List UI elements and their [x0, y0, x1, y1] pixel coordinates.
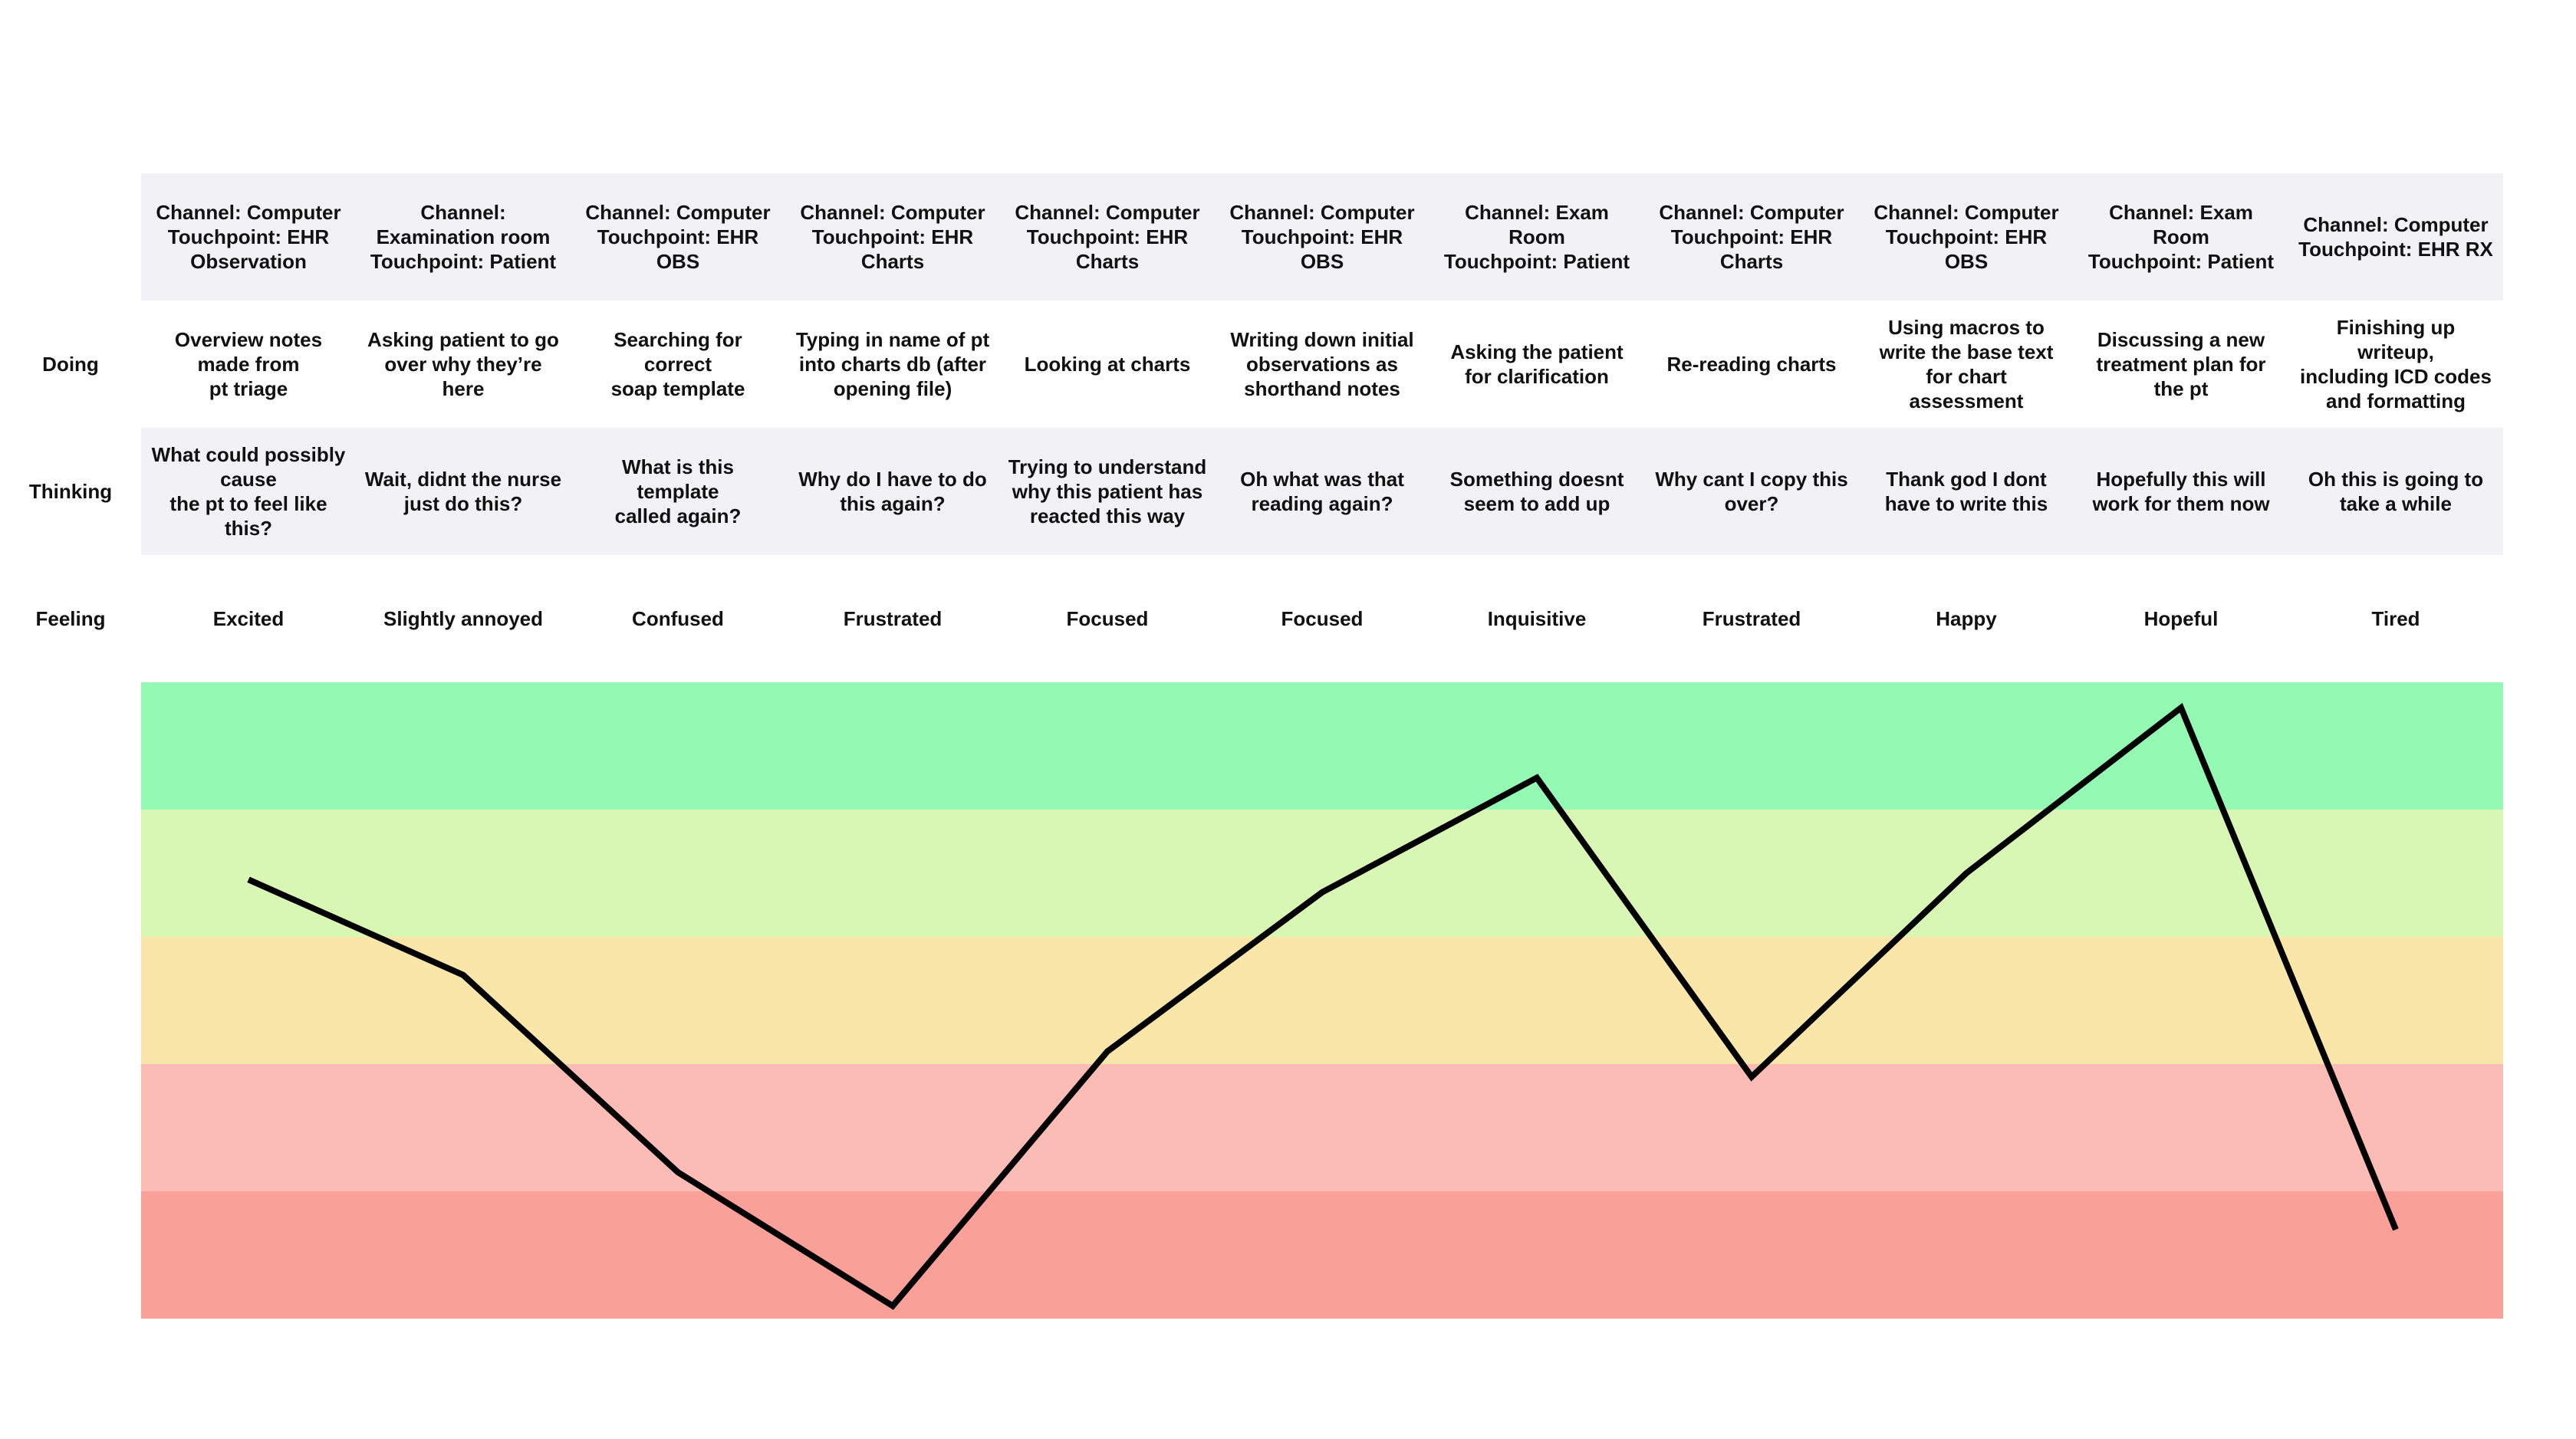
doing-cell: Finishing up writeup, including ICD code…: [2300, 316, 2492, 412]
doing-cell: Asking the patient for clarification: [1450, 340, 1624, 388]
thinking-cell: Hopefully this will work for them now: [2092, 468, 2270, 515]
thinking-cell: Oh what was that reading again?: [1240, 468, 1404, 515]
doing-cell: Searching for correct soap template: [610, 328, 745, 400]
channel-cell: Channel: Computer Touchpoint: EHR Charts: [1015, 201, 1200, 273]
feeling-row: Excited Slightly annoyed Confused Frustr…: [141, 555, 2503, 682]
channel-cell: Channel: Computer Touchpoint: EHR Charts: [800, 201, 985, 273]
feeling-cell: Focused: [1281, 607, 1364, 630]
journey-grid: Channel: Computer Touchpoint: EHR Observ…: [141, 173, 2503, 682]
doing-cell: Re-reading charts: [1666, 353, 1837, 376]
thinking-cell: Why do I have to do this again?: [798, 468, 987, 515]
feeling-cell: Tired: [2371, 607, 2420, 630]
doing-cell: Discussing a new treatment plan for the …: [2096, 328, 2266, 400]
channel-cell: Channel: Computer Touchpoint: EHR OBS: [1229, 201, 1415, 273]
feeling-cell: Frustrated: [1702, 607, 1801, 630]
feeling-cell: Confused: [632, 607, 724, 630]
emotion-band: [141, 1191, 2503, 1319]
row-label-doing: Doing: [42, 352, 99, 376]
doing-cell: Overview notes made from pt triage: [174, 328, 323, 400]
channel-cell: Channel: Examination room Touchpoint: Pa…: [370, 201, 557, 273]
emotion-curve-svg: [141, 682, 2503, 1319]
feeling-cell: Focused: [1066, 607, 1149, 630]
row-label-thinking: Thinking: [28, 479, 113, 503]
feeling-cell: Frustrated: [843, 607, 943, 630]
row-label-feeling: Feeling: [35, 606, 106, 630]
feeling-cell: Slightly annoyed: [383, 607, 544, 630]
thinking-row: What could possibly cause the pt to feel…: [141, 428, 2503, 555]
thinking-cell: Oh this is going to take a while: [2308, 468, 2484, 515]
doing-cell: Looking at charts: [1024, 353, 1191, 376]
feeling-cell: Happy: [1936, 607, 1997, 630]
thinking-cell: Something doesnt seem to add up: [1449, 468, 1624, 515]
emotion-band: [141, 810, 2503, 937]
thinking-cell: What could possibly cause the pt to feel…: [151, 443, 346, 540]
channel-cell: Channel: Exam Room Touchpoint: Patient: [2087, 201, 2275, 273]
thinking-cell: Why cant I copy this over?: [1655, 468, 1848, 515]
thinking-cell: Wait, didnt the nurse just do this?: [364, 468, 562, 515]
channel-cell: Channel: Computer Touchpoint: EHR Charts: [1659, 201, 1844, 273]
thinking-cell: What is this template called again?: [614, 455, 742, 527]
channel-cell: Channel: Exam Room Touchpoint: Patient: [1443, 201, 1630, 273]
doing-cell: Using macros to write the base text for …: [1879, 316, 2054, 412]
channel-cell: Channel: Computer Touchpoint: EHR Observ…: [156, 201, 341, 273]
doing-cell: Typing in name of pt into charts db (aft…: [795, 328, 990, 400]
emotion-band: [141, 682, 2503, 810]
channel-cell: Channel: Computer Touchpoint: EHR RX: [2298, 213, 2493, 261]
doing-cell: Writing down initial observations as sho…: [1230, 328, 1414, 400]
thinking-cell: Trying to understand why this patient ha…: [1008, 455, 1207, 527]
doing-cell: Asking patient to go over why they’re he…: [367, 328, 559, 400]
feeling-cell: Inquisitive: [1487, 607, 1587, 630]
feeling-cell: Excited: [212, 607, 285, 630]
channel-row: Channel: Computer Touchpoint: EHR Observ…: [141, 173, 2503, 301]
emotion-curve-chart: [141, 682, 2503, 1319]
channel-cell: Channel: Computer Touchpoint: EHR OBS: [1874, 201, 2059, 273]
doing-row: Overview notes made from pt triage Askin…: [141, 301, 2503, 428]
thinking-cell: Thank god I dont have to write this: [1884, 468, 2048, 515]
channel-cell: Channel: Computer Touchpoint: EHR OBS: [585, 201, 771, 273]
emotion-band: [141, 1064, 2503, 1191]
feeling-cell: Hopeful: [2143, 607, 2219, 630]
